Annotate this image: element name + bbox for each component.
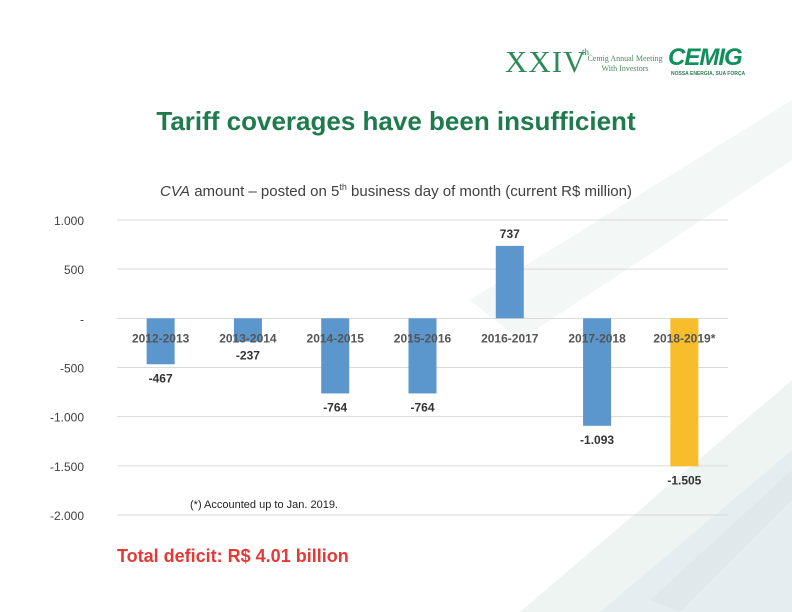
bar	[495, 245, 524, 319]
data-label: -467	[149, 371, 173, 385]
meeting-caption: Cemig Annual Meeting With Investors	[587, 54, 663, 74]
bar	[233, 318, 262, 342]
y-tick-label: 1.000	[54, 214, 84, 228]
x-tick-label: 2012-2013	[132, 331, 190, 345]
data-label: 737	[500, 227, 520, 241]
edition-numeral: XXIV	[505, 44, 587, 79]
y-tick-label: -1.500	[50, 460, 84, 474]
subtitle-part-1: amount – posted on 5	[190, 183, 340, 200]
data-label: -764	[410, 400, 434, 414]
y-tick-label: -2.000	[50, 509, 84, 523]
data-label: -1.505	[667, 473, 701, 487]
page-title: Tariff coverages have been insufficient	[156, 106, 636, 136]
event-logo: XXIV th Cemig Annual Meeting With Invest…	[505, 44, 765, 84]
subtitle-part-2: business day of month (current R$ millio…	[346, 183, 632, 200]
data-label: -764	[323, 400, 347, 414]
chart-subtitle: CVA amount – posted on 5th business day …	[0, 182, 792, 200]
edition-superscript: th	[582, 47, 590, 57]
subtitle-italic: CVA	[160, 183, 191, 200]
y-tick-label: -1.000	[50, 411, 84, 425]
x-tick-label: 2015-2016	[394, 331, 452, 345]
data-label: -1.093	[580, 433, 614, 447]
bar	[321, 318, 350, 394]
x-tick-label: 2013-2014	[219, 331, 277, 345]
total-deficit: Total deficit: R$ 4.01 billion	[117, 546, 349, 566]
x-tick-label: 2014-2015	[307, 331, 365, 345]
y-tick-label: -	[80, 312, 84, 326]
x-tick-label: 2017-2018	[568, 331, 626, 345]
data-label: -237	[236, 349, 260, 363]
subtitle-superscript: th	[339, 182, 347, 192]
bar	[146, 318, 175, 365]
x-tick-label: 2018-2019*	[653, 331, 715, 345]
meeting-line-2: With Investors	[601, 64, 649, 73]
brand-tagline: NOSSA ENERGIA, SUA FORÇA	[671, 71, 746, 77]
y-tick-label: 500	[64, 263, 84, 277]
bar	[408, 318, 437, 394]
x-tick-label: 2016-2017	[481, 331, 539, 345]
bar	[670, 318, 699, 467]
meeting-line-1: Cemig Annual Meeting	[587, 54, 663, 63]
y-tick-label: -500	[60, 362, 84, 376]
brand-logo: CEMIG	[668, 44, 743, 71]
footnote: (*) Accounted up to Jan. 2019.	[190, 499, 338, 511]
bar	[583, 318, 612, 426]
